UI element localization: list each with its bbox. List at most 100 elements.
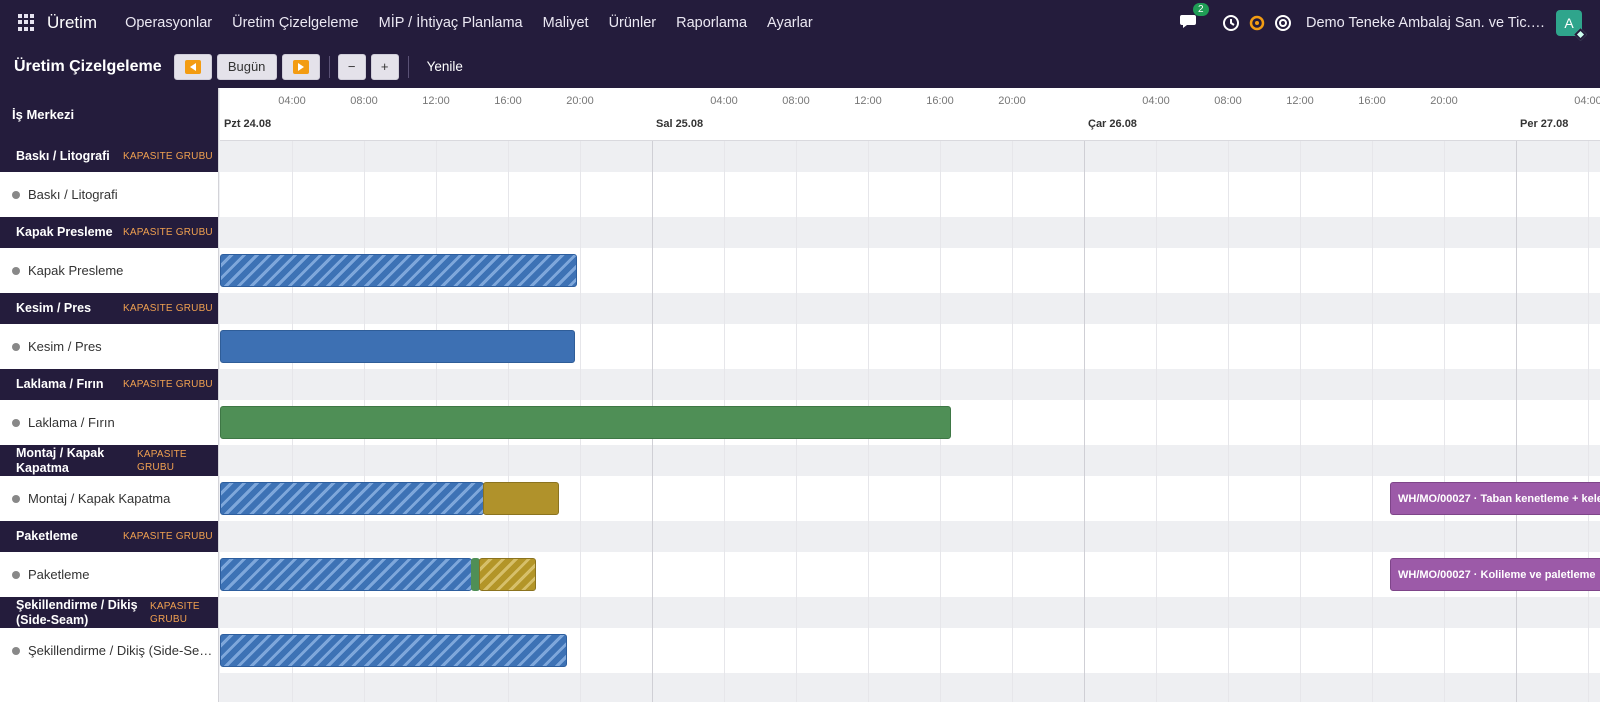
left-arrow-icon: [184, 59, 201, 74]
group-header[interactable]: Paketleme KAPASITE GRUBU: [0, 521, 218, 552]
group-header[interactable]: Baskı / Litografi KAPASITE GRUBU: [0, 141, 218, 172]
capacity-group-label: KAPASITE GRUBU: [137, 448, 187, 473]
group-header[interactable]: Montaj / Kapak Kapatma KAPASITE GRUBU: [0, 445, 218, 476]
resource-row[interactable]: Montaj / Kapak Kapatma: [0, 476, 218, 521]
group-header[interactable]: Kapak Presleme KAPASITE GRUBU: [0, 217, 218, 248]
day-divider: [652, 88, 653, 702]
zoom-in-button[interactable]: +: [370, 53, 399, 80]
group-band: [220, 673, 1600, 702]
hour-tick-label: 04:00: [278, 95, 306, 107]
apps-grid-icon[interactable]: [18, 13, 36, 32]
toolbar-divider: [407, 55, 409, 78]
group-header[interactable]: Laklama / Fırın KAPASITE GRUBU: [0, 369, 218, 400]
group-band: [220, 217, 1600, 248]
resource-label: Kesim / Pres: [28, 339, 102, 354]
group-name: Kesim / Pres: [16, 301, 92, 315]
resource-row[interactable]: Kapak Presleme: [0, 248, 218, 293]
resource-row[interactable]: Baskı / Litografi: [0, 172, 218, 217]
hour-tick-label: 16:00: [926, 95, 954, 107]
resource-band[interactable]: [220, 172, 1600, 217]
hour-tick-label: 20:00: [998, 95, 1026, 107]
status-dot-icon: [1574, 27, 1587, 41]
group-band: [220, 445, 1600, 476]
hour-tick-label: 16:00: [494, 95, 522, 107]
day-label: Pzt 24.08: [224, 118, 272, 130]
capacity-group-label: KAPASITE GRUBU: [123, 531, 213, 542]
workorder-bar[interactable]: [479, 558, 536, 591]
hour-tick-label: 08:00: [350, 95, 378, 107]
workorder-bar[interactable]: [220, 330, 575, 363]
menu-raporlama[interactable]: Raporlama: [676, 14, 748, 31]
toolbar-divider: [328, 55, 330, 78]
hour-tick-label: 04:00: [1142, 95, 1170, 107]
today-button[interactable]: Bugün: [216, 53, 277, 80]
grid-line: [1588, 112, 1589, 702]
refresh-button[interactable]: Yenile: [426, 59, 463, 74]
grid-line: [1012, 112, 1013, 702]
workorder-bar[interactable]: WH/MO/00027 · Kolileme ve paletleme: [1390, 558, 1600, 591]
resource-row[interactable]: Laklama / Fırın: [0, 400, 218, 445]
day-label: Sal 25.08: [656, 118, 704, 130]
workorder-bar[interactable]: WH/MO/00027 · Taban kenetleme + kelepçe: [1390, 482, 1600, 515]
zoom-out-button[interactable]: −: [337, 53, 366, 80]
resource-row[interactable]: Paketleme: [0, 552, 218, 597]
group-name: Şekillendirme / Dikiş (Side-Seam): [16, 597, 138, 627]
bullet-icon: [12, 342, 20, 351]
right-arrow-icon: [292, 59, 309, 74]
timer-icon[interactable]: [1248, 14, 1266, 32]
user-avatar[interactable]: A: [1556, 9, 1587, 41]
group-band: [220, 141, 1600, 172]
workorder-bar[interactable]: [483, 482, 559, 515]
page-title: Üretim Çizelgeleme: [14, 57, 162, 75]
bullet-icon: [12, 266, 20, 275]
resource-label: Montaj / Kapak Kapatma: [28, 491, 171, 506]
next-button[interactable]: [281, 53, 320, 80]
group-band: [220, 293, 1600, 324]
group-header[interactable]: Şekillendirme / Dikiş (Side-Seam) KAPASI…: [0, 597, 218, 628]
menu-maliyet[interactable]: Maliyet: [542, 14, 589, 31]
capacity-group-label: KAPASITE GRUBU: [123, 303, 213, 314]
capacity-group-label: KAPASITE GRUBU: [150, 600, 200, 625]
workcenter-column: İş Merkezi Baskı / Litografi KAPASITE GR…: [0, 88, 219, 702]
capacity-group-label: KAPASITE GRUBU: [123, 151, 213, 162]
menu-ayarlar[interactable]: Ayarlar: [767, 14, 813, 31]
group-name: Kapak Presleme: [16, 225, 113, 239]
resource-label: Paketleme: [28, 567, 90, 582]
resource-row[interactable]: Şekillendirme / Dikiş (Side-Seam): [0, 628, 218, 673]
grid-line: [1156, 112, 1157, 702]
clock-icon[interactable]: [1222, 14, 1240, 32]
app-name[interactable]: Üretim: [47, 12, 98, 32]
menu-operasyonlar[interactable]: Operasyonlar: [125, 14, 213, 31]
capacity-group-label: KAPASITE GRUBU: [123, 379, 213, 390]
day-divider: [1084, 88, 1085, 702]
support-icon[interactable]: [1274, 14, 1292, 32]
bullet-icon: [12, 570, 20, 579]
day-divider: [1516, 88, 1517, 702]
grid-line: [1372, 112, 1373, 702]
workcenter-header: İş Merkezi: [0, 88, 218, 141]
prev-button[interactable]: [173, 53, 212, 80]
hour-tick-label: 04:00: [1574, 95, 1600, 107]
menu-mip-planlama[interactable]: MİP / İhtiyaç Planlama: [378, 14, 523, 31]
bullet-icon: [12, 190, 20, 199]
workorder-bar[interactable]: [471, 558, 480, 591]
group-header[interactable]: Kesim / Pres KAPASITE GRUBU: [0, 293, 218, 324]
resource-row[interactable]: Kesim / Pres: [0, 324, 218, 369]
timeline-header: Pzt 24.08 04:00 08:00 12:00 16:00 20:00 Sal 25…: [220, 88, 1600, 141]
workorder-bar[interactable]: [220, 406, 951, 439]
menu-uretim-cizelgeleme[interactable]: Üretim Çizelgeleme: [232, 14, 359, 31]
hour-tick-label: 08:00: [1214, 95, 1242, 107]
menu-urunler[interactable]: Ürünler: [608, 14, 657, 31]
top-navbar: Üretim Operasyonlar Üretim Çizelgeleme M…: [0, 0, 1600, 45]
workorder-bar[interactable]: [220, 254, 577, 287]
company-switcher[interactable]: Demo Teneke Ambalaj San. ve Tic. A.Ş.: [1306, 14, 1546, 31]
bullet-icon: [12, 494, 20, 503]
workorder-bar[interactable]: [220, 558, 472, 591]
resource-label: Baskı / Litografi: [28, 187, 118, 202]
grid-line: [1228, 112, 1229, 702]
workorder-bar[interactable]: [220, 482, 484, 515]
workorder-bar[interactable]: [220, 634, 567, 667]
grid-line: [1300, 112, 1301, 702]
control-panel: Üretim Çizelgeleme Bugün − + Yenile: [0, 45, 1600, 88]
chat-icon[interactable]: 2: [1180, 2, 1209, 33]
